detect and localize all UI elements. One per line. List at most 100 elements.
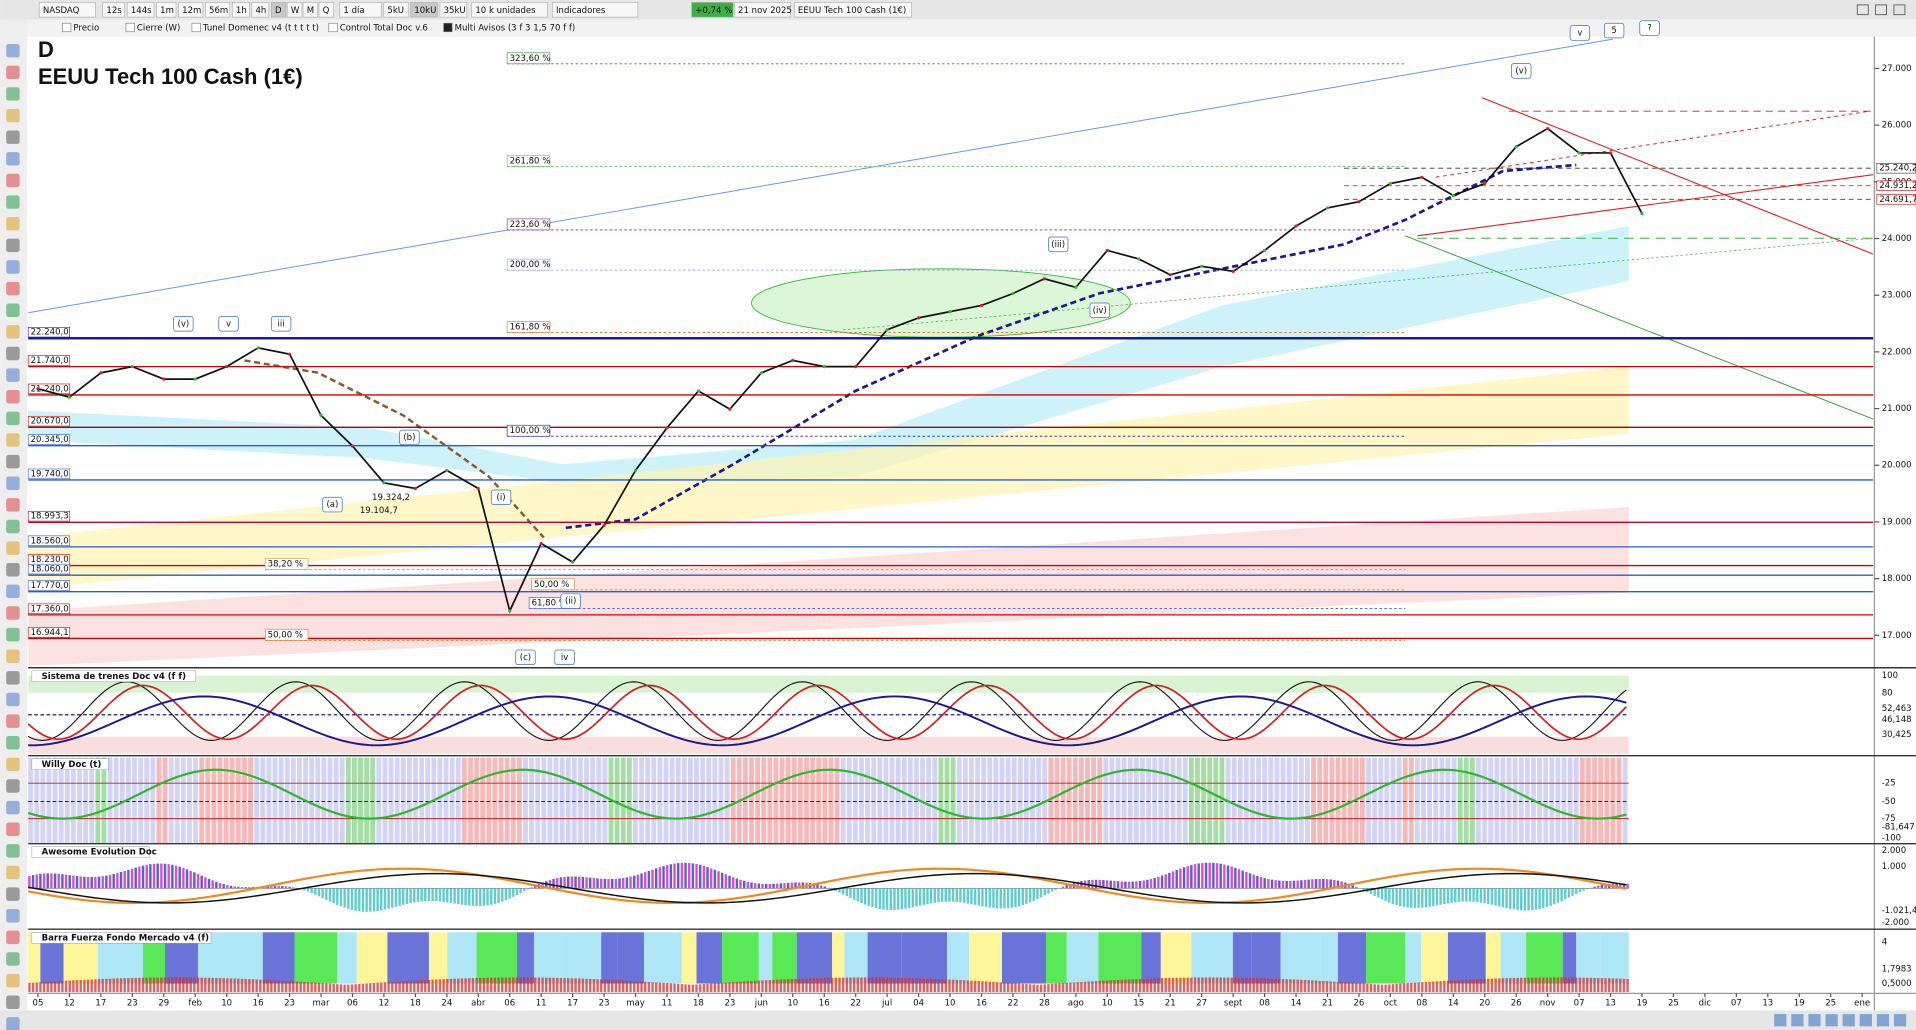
toolbar-button[interactable] [271,2,287,18]
toolbar-button[interactable] [38,2,96,18]
bottom-tool[interactable] [1842,1014,1855,1027]
y-tick-label: 17.000 [1882,631,1912,641]
tool-icon[interactable] [6,995,20,1009]
toolbar-button[interactable] [178,2,204,18]
tool-icon[interactable] [6,476,20,490]
tool-icon[interactable] [6,865,20,880]
tool-icon[interactable] [6,152,20,166]
histogram-bar [530,887,533,889]
legend-icon[interactable] [191,22,201,33]
tool-icon[interactable] [6,930,20,945]
tool-icon[interactable] [6,671,20,685]
tool-icon[interactable] [6,346,20,361]
panel-scale-label: -50 [1882,797,1896,807]
tool-icon[interactable] [6,714,20,728]
tool-icon[interactable] [6,498,20,512]
tool-icon[interactable] [6,108,20,123]
legend-icon[interactable] [62,22,72,33]
toolbar-button[interactable] [302,2,319,18]
tool-icon[interactable] [6,195,20,209]
toolbar-button[interactable] [318,2,334,18]
panel-title-box [31,846,150,858]
tool-icon[interactable] [6,130,20,144]
toolbar-button[interactable] [286,2,303,18]
toolbar-button[interactable] [552,2,639,18]
tool-icon[interactable] [6,368,20,382]
tool-icon[interactable] [6,325,20,339]
legend-icon[interactable] [125,22,135,33]
tool-icon[interactable] [6,87,20,101]
fib-label: 61,80 % [532,599,567,609]
tool-icon[interactable] [6,541,20,555]
tool-icon[interactable] [6,238,20,253]
legend-icon[interactable] [328,22,338,33]
tool-icon[interactable] [6,736,20,750]
tool-icon[interactable] [6,216,20,231]
tool-icon[interactable] [6,303,20,317]
strength-bar [218,978,222,993]
strength-bar [907,978,911,993]
tool-icon[interactable] [6,1017,20,1030]
tool-icon[interactable] [6,779,20,793]
strength-bar [1245,977,1248,993]
tool-icon[interactable] [6,822,20,836]
tool-icon[interactable] [6,692,20,707]
tool-icon[interactable] [6,519,20,534]
window-control[interactable] [1875,4,1888,16]
tool-icon[interactable] [6,973,20,988]
tool-icon[interactable] [6,844,20,858]
tool-icon[interactable] [6,260,20,274]
tool-icon[interactable] [6,800,20,815]
window-control[interactable] [1893,4,1906,16]
strength-bar [204,977,207,993]
strength-bar [1520,977,1523,993]
tool-icon[interactable] [6,454,20,469]
tool-icon[interactable] [6,584,20,599]
toolbar-button[interactable] [793,2,912,18]
tool-icon[interactable] [6,433,20,447]
tool-icon[interactable] [6,563,20,577]
toolbar-button[interactable] [439,2,468,18]
toolbar-button[interactable] [231,2,250,18]
tool-icon[interactable] [6,43,20,58]
toolbar-button[interactable] [251,2,270,18]
tool-icon[interactable] [6,173,20,188]
tool-icon[interactable] [6,757,20,772]
tool-icon[interactable] [6,887,20,901]
tool-icon[interactable] [6,281,20,296]
tool-icon[interactable] [6,627,20,642]
tool-icon[interactable] [6,649,20,663]
pane-stripe [437,757,443,844]
bottom-tool[interactable] [1825,1014,1838,1027]
bottom-tool[interactable] [1859,1014,1872,1027]
toolbar-button[interactable] [102,2,126,18]
strength-bar [607,979,610,993]
toolbar-button[interactable] [383,2,409,18]
toolbar-button[interactable] [339,2,382,18]
bottom-tool[interactable] [1808,1014,1821,1027]
bottom-tool[interactable] [1791,1014,1804,1027]
toolbar-button[interactable] [156,2,177,18]
toolbar-button[interactable] [471,2,548,18]
tool-icon[interactable] [6,606,20,620]
toolbar-button[interactable] [734,2,791,18]
histogram-bar [1138,881,1142,889]
cloud-yellow [28,366,1629,589]
legend-icon[interactable] [443,22,453,33]
toolbar-button[interactable] [126,2,155,18]
bottom-tool[interactable] [1893,1014,1907,1027]
tool-icon[interactable] [6,390,20,404]
window-control[interactable] [1856,4,1869,16]
toolbar-button[interactable] [691,2,734,18]
strength-bar [438,979,442,993]
histogram-bar [603,878,607,889]
tool-icon[interactable] [6,952,20,966]
bottom-tool[interactable] [1876,1014,1890,1027]
tool-icon[interactable] [6,909,20,923]
toolbar-button[interactable] [410,2,438,18]
toolbar-button[interactable] [205,2,231,18]
bottom-tool[interactable] [1774,1014,1787,1027]
price-point [822,365,826,369]
tool-icon[interactable] [6,65,20,80]
tool-icon[interactable] [6,411,20,426]
